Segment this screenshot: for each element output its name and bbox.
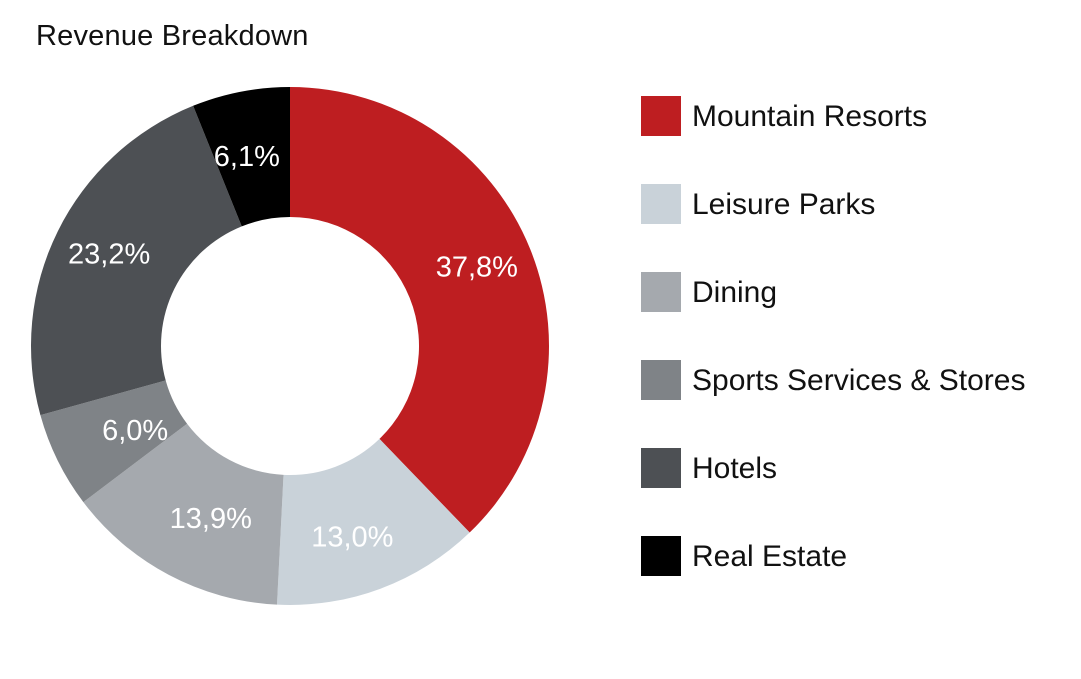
slice-label-dining: 13,9% bbox=[170, 503, 252, 535]
slice-label-sports-services-stores: 6,0% bbox=[102, 415, 168, 447]
legend-label-sports-services-stores: Sports Services & Stores bbox=[692, 364, 1026, 397]
donut-chart: 37,8% 13,0% 13,9% 6,0% 23,2% 6,1% bbox=[30, 87, 549, 605]
donut-slice-real-estate[interactable] bbox=[193, 87, 290, 227]
legend-item-leisure-parks[interactable]: Leisure Parks bbox=[641, 184, 1071, 224]
legend-label-dining: Dining bbox=[692, 276, 778, 309]
legend-swatch-hotels bbox=[641, 448, 681, 488]
legend-label-real-estate: Real Estate bbox=[692, 540, 848, 573]
legend-swatch-dining bbox=[641, 272, 681, 312]
slice-label-real-estate: 6,1% bbox=[214, 141, 280, 173]
slice-label-mountain-resorts: 37,8% bbox=[436, 252, 518, 284]
legend-swatch-real-estate bbox=[641, 536, 681, 576]
legend-item-dining[interactable]: Dining bbox=[641, 272, 1071, 312]
donut-slice-hotels[interactable] bbox=[30, 105, 242, 416]
legend-swatch-mountain-resorts bbox=[641, 96, 681, 136]
donut-slice-leisure-parks[interactable] bbox=[276, 438, 470, 605]
slice-label-hotels: 23,2% bbox=[68, 238, 150, 270]
donut-slice-mountain-resorts[interactable] bbox=[290, 87, 549, 533]
legend-label-mountain-resorts: Mountain Resorts bbox=[692, 100, 928, 133]
legend-swatch-sports-services-stores bbox=[641, 360, 681, 400]
legend-label-leisure-parks: Leisure Parks bbox=[692, 188, 876, 221]
donut-slice-dining[interactable] bbox=[83, 423, 284, 605]
legend-label-hotels: Hotels bbox=[692, 452, 778, 485]
donut-slice-sports-services-stores[interactable] bbox=[40, 380, 188, 503]
chart-title: Revenue Breakdown bbox=[36, 20, 309, 52]
legend-item-mountain-resorts[interactable]: Mountain Resorts bbox=[641, 96, 1071, 136]
slice-label-leisure-parks: 13,0% bbox=[311, 521, 393, 553]
legend-item-real-estate[interactable]: Real Estate bbox=[641, 536, 1071, 576]
legend-item-hotels[interactable]: Hotels bbox=[641, 448, 1071, 488]
legend-item-sports-services-stores[interactable]: Sports Services & Stores bbox=[641, 360, 1071, 400]
legend-swatch-leisure-parks bbox=[641, 184, 681, 224]
